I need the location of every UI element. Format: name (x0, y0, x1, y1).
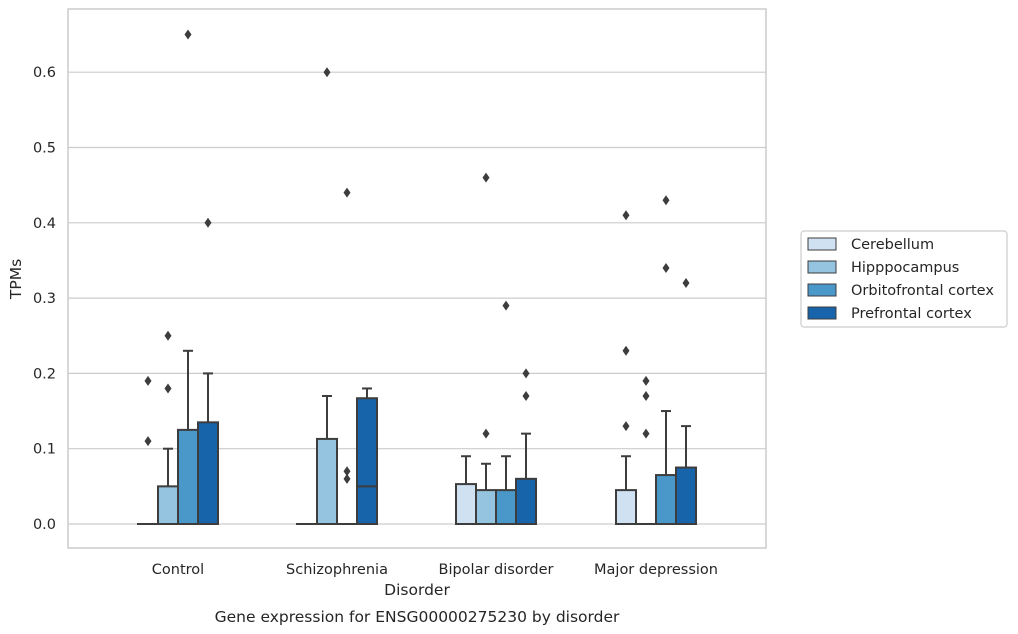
box-hipppocampus (475, 172, 497, 525)
box-body (615, 489, 637, 525)
x-tick-label: Schizophrenia (286, 562, 388, 578)
outlier-point (522, 368, 530, 379)
outlier-point (642, 428, 650, 439)
x-tick-label: Control (152, 562, 204, 578)
box-body (157, 485, 179, 526)
box-body (655, 474, 677, 525)
y-tick-label: 0.6 (33, 65, 56, 81)
outlier-point (502, 300, 510, 311)
outlier-point (323, 67, 331, 78)
legend-swatch (807, 306, 837, 320)
outlier-point (482, 428, 490, 439)
outlier-point (622, 210, 630, 221)
y-axis-label: TPMs (7, 259, 25, 300)
box-body (455, 483, 477, 526)
outlier-point (642, 375, 650, 386)
box-cerebellum (615, 210, 637, 525)
box-body (495, 489, 517, 525)
legend-frame (800, 230, 1008, 328)
box-cerebellum (137, 375, 159, 526)
y-tick-label: 0.4 (33, 216, 56, 232)
legend-entry-label: Prefrontal cortex (851, 306, 972, 322)
box-prefrontal-cortex (675, 278, 697, 525)
legend-swatch (807, 260, 837, 274)
box-hipppocampus (635, 375, 657, 526)
outlier-point (343, 473, 351, 484)
outlier-point (204, 217, 212, 228)
box-prefrontal-cortex (197, 217, 219, 525)
legend-entry-label: Hipppocampus (851, 260, 959, 276)
legend-entry-label: Orbitofrontal cortex (851, 283, 994, 299)
box-orbitofrontal-cortex (336, 187, 358, 526)
legend-swatch (807, 283, 837, 297)
outlier-point (622, 345, 630, 356)
outlier-point (682, 278, 690, 289)
outlier-point (482, 172, 490, 183)
outlier-point (622, 421, 630, 432)
box-body (675, 466, 697, 525)
legend-entry-label: Cerebellum (851, 237, 934, 253)
outlier-point (164, 330, 172, 341)
outlier-point (144, 375, 152, 386)
box-body (356, 397, 378, 525)
outlier-point (662, 195, 670, 206)
outlier-point (184, 29, 192, 40)
legend: Cerebellum Hipppocampus Orbitofrontal cort… (800, 230, 1008, 328)
x-tick-labels: Control Schizophrenia Bipolar disorder Majo… (152, 562, 718, 578)
outlier-point (522, 390, 530, 401)
x-tick-label: Bipolar disorder (439, 562, 554, 578)
outlier-point (164, 383, 172, 394)
box-prefrontal-cortex (515, 368, 537, 526)
x-tick-label: Major depression (594, 562, 718, 578)
outlier-point (343, 187, 351, 198)
box-hipppocampus (316, 67, 338, 526)
y-tick-label: 0.3 (33, 291, 56, 307)
y-tick-label: 0.1 (33, 442, 56, 458)
y-tick-label: 0.2 (33, 366, 56, 382)
box-orbitofrontal-cortex (655, 195, 677, 525)
outlier-point (662, 262, 670, 273)
x-axis-label: Disorder (384, 581, 450, 599)
box-orbitofrontal-cortex (495, 300, 517, 525)
y-tick-labels: 0.0 0.1 0.2 0.3 0.4 0.5 0.6 (33, 65, 56, 533)
legend-swatch (807, 237, 837, 251)
box-layer (137, 29, 697, 526)
box-hipppocampus (157, 330, 179, 526)
plot-border (67, 8, 767, 549)
box-body (316, 437, 338, 526)
box-body (475, 489, 497, 525)
y-tick-label: 0.0 (33, 517, 56, 533)
box-body (515, 477, 537, 526)
box-prefrontal-cortex (356, 387, 378, 525)
y-tick-label: 0.5 (33, 141, 56, 157)
box-body (177, 428, 199, 525)
chart-caption: Gene expression for ENSG00000275230 by d… (215, 608, 620, 626)
outlier-point (144, 436, 152, 447)
outlier-point (343, 466, 351, 477)
plot-frame (67, 8, 767, 549)
box-body (197, 421, 219, 525)
outlier-point (642, 390, 650, 401)
